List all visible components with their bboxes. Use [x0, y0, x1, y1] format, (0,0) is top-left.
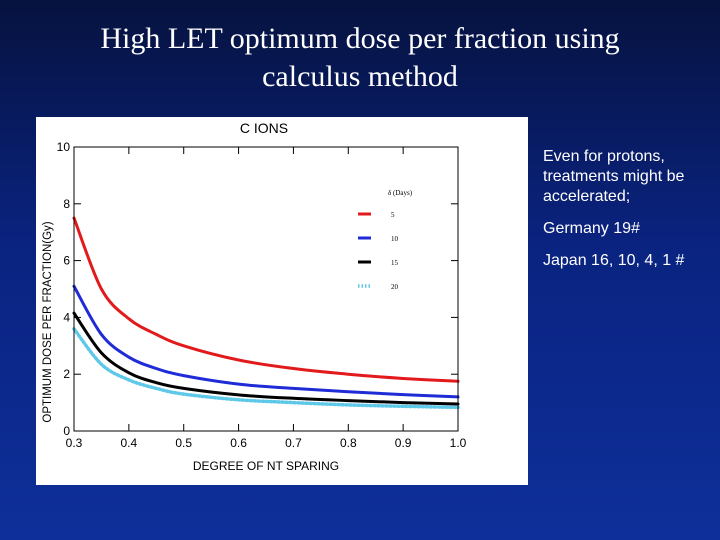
- notes-panel: Even for protons, treatments might be ac…: [543, 147, 703, 283]
- series-line-10: [72, 284, 460, 399]
- legend-label-20: 20: [391, 283, 399, 291]
- legend-label-5: 5: [391, 211, 395, 219]
- slide-title-line-1: High LET optimum dose per fraction using: [100, 22, 620, 55]
- legend-label-15: 15: [391, 259, 399, 267]
- x-tick-label: 0.4: [121, 436, 138, 450]
- x-tick-label: 0.9: [395, 436, 412, 450]
- y-tick-label: 2: [63, 367, 70, 381]
- series-line-20: [72, 327, 460, 410]
- y-tick-label: 4: [63, 310, 70, 324]
- dose-chart: C IONS OPTIMUM DOSE PER FRACTION(Gy) DEG…: [42, 120, 467, 473]
- slide-title-line-2: calculus method: [262, 60, 458, 93]
- legend-label-10: 10: [391, 235, 399, 243]
- note-japan: Japan 16, 10, 4, 1 #: [543, 252, 685, 269]
- y-tick-label: 6: [63, 254, 70, 268]
- legend-title: δ (Days): [388, 189, 413, 197]
- x-tick-label: 0.7: [285, 436, 302, 450]
- x-tick-label: 0.5: [175, 436, 192, 450]
- y-tick-label: 8: [63, 197, 70, 211]
- note-protons: Even for protons, treatments might be ac…: [543, 148, 685, 205]
- x-tick-label: 0.6: [230, 436, 247, 450]
- series-layer: [72, 216, 460, 410]
- x-tick-label: 0.8: [340, 436, 357, 450]
- y-tick-label: 10: [57, 140, 71, 154]
- x-axis-label: DEGREE OF NT SPARING: [193, 459, 339, 473]
- x-tick-label: 1.0: [450, 436, 467, 450]
- series-line-15: [72, 311, 460, 406]
- y-tick-label: 0: [63, 424, 70, 438]
- y-axis-label: OPTIMUM DOSE PER FRACTION(Gy): [42, 221, 54, 422]
- slide-title: High LET optimum dose per fraction using…: [20, 20, 700, 96]
- chart-title: C IONS: [240, 120, 288, 136]
- x-tick-label: 0.3: [66, 436, 83, 450]
- axes: 0.3 0.4 0.5 0.6 0.7 0.8 0.9 1.0 0 2 4 6 8 10: [57, 140, 467, 450]
- series-line-5: [72, 216, 460, 383]
- note-germany: Germany 19#: [543, 220, 640, 237]
- plot-frame: [73, 146, 459, 432]
- chart-panel: C IONS OPTIMUM DOSE PER FRACTION(Gy) DEG…: [36, 117, 528, 485]
- legend: 5 10 15 20: [358, 211, 399, 291]
